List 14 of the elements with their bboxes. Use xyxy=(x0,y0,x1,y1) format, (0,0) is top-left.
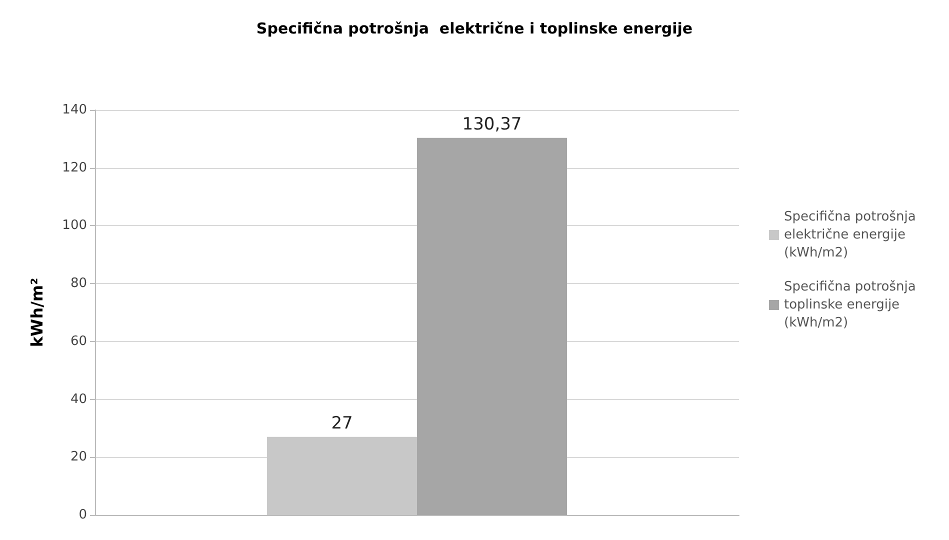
y-tick-label: 60 xyxy=(70,334,87,349)
y-tick-label: 100 xyxy=(62,218,87,234)
y-tick-label: 80 xyxy=(70,276,87,292)
legend-label: Specifična potrošnja toplinske energije (kWh/m2) xyxy=(784,280,920,330)
data-label: 130,37 xyxy=(462,114,522,134)
y-axis-title: kWh/m² xyxy=(28,278,46,348)
y-tick-label: 40 xyxy=(70,392,87,407)
data-label: 27 xyxy=(331,413,353,434)
y-tick-label: 120 xyxy=(62,160,87,176)
y-tick-label: 0 xyxy=(78,508,87,522)
legend-label: Specifična potrošnja električne energije (kWh/m2) xyxy=(784,210,920,260)
y-tick-label: 140 xyxy=(62,102,87,118)
chart-title: Specifična potrošnja električne i toplinske energije xyxy=(256,20,693,38)
y-tick-label: 20 xyxy=(70,450,87,465)
